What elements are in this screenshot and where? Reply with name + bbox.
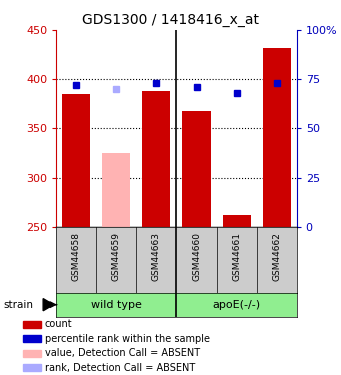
Text: rank, Detection Call = ABSENT: rank, Detection Call = ABSENT xyxy=(45,363,195,373)
Bar xyxy=(182,111,210,227)
Text: GDS1300 / 1418416_x_at: GDS1300 / 1418416_x_at xyxy=(82,13,259,27)
Polygon shape xyxy=(43,298,54,311)
Text: percentile rank within the sample: percentile rank within the sample xyxy=(45,334,210,344)
Text: wild type: wild type xyxy=(91,300,142,310)
Bar xyxy=(143,91,170,227)
Text: GSM44659: GSM44659 xyxy=(112,232,121,281)
Text: GSM44658: GSM44658 xyxy=(72,232,81,281)
Bar xyxy=(223,215,251,227)
Bar xyxy=(263,48,291,227)
Text: GSM44662: GSM44662 xyxy=(272,232,281,281)
Text: count: count xyxy=(45,319,72,329)
Bar xyxy=(23,321,41,328)
Text: value, Detection Call = ABSENT: value, Detection Call = ABSENT xyxy=(45,348,200,358)
Bar xyxy=(23,364,41,371)
Bar xyxy=(102,153,130,227)
Text: GSM44663: GSM44663 xyxy=(152,232,161,281)
Bar xyxy=(62,94,90,227)
Text: GSM44660: GSM44660 xyxy=(192,232,201,281)
Bar xyxy=(23,350,41,357)
Text: GSM44661: GSM44661 xyxy=(232,232,241,281)
Text: strain: strain xyxy=(3,300,33,310)
Bar xyxy=(23,335,41,342)
Text: apoE(-/-): apoE(-/-) xyxy=(212,300,261,310)
